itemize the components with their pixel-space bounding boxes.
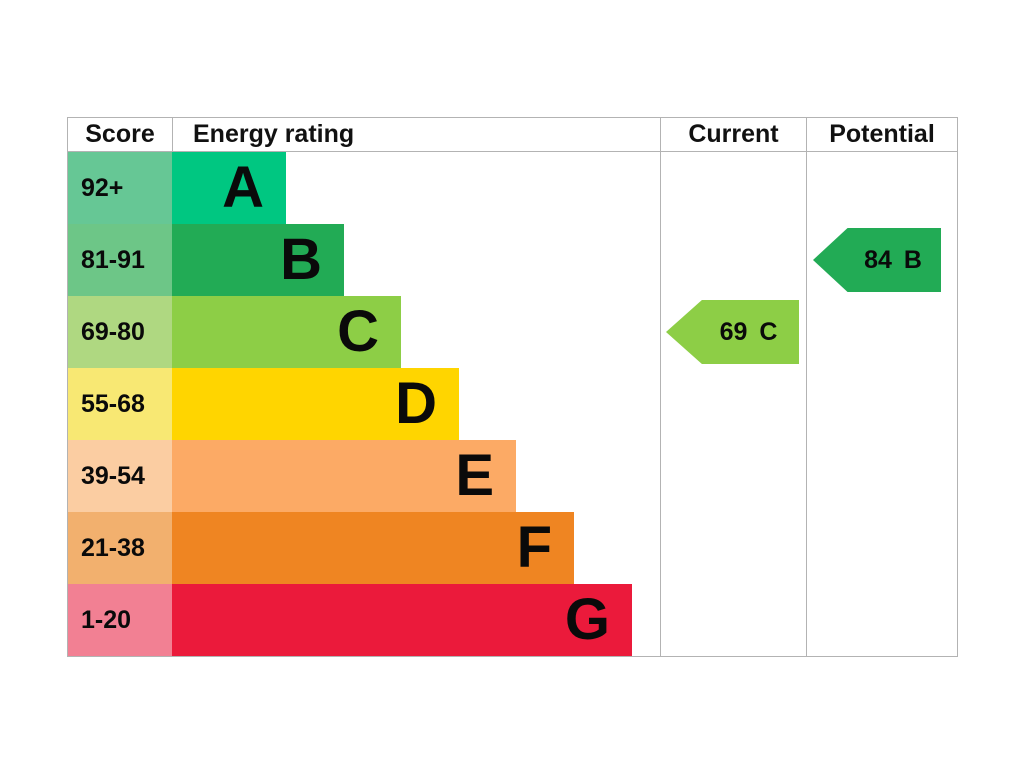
band-row-a: 92+ A [68, 152, 957, 224]
band-letter-c: C [337, 299, 379, 364]
band-letter-g: G [564, 587, 610, 652]
band-row-f: 21-38 F [68, 512, 957, 584]
band-letter-f: F [516, 515, 552, 580]
score-range-a: 92+ [68, 152, 172, 224]
potential-column [806, 152, 957, 656]
potential-column-header: Potential [806, 118, 957, 151]
band-row-e: 39-54 E [68, 440, 957, 512]
band-letter-d: D [395, 371, 437, 436]
score-range-b: 81-91 [68, 224, 172, 296]
band-row-g: 1-20 G [68, 584, 957, 656]
current-band: C [759, 317, 778, 346]
band-row-c: 69-80 C [68, 296, 957, 368]
band-letter-b: B [280, 227, 322, 292]
band-letter-e: E [455, 443, 494, 508]
score-range-c: 69-80 [68, 296, 172, 368]
score-range-e: 39-54 [68, 440, 172, 512]
band-bar-e: E [172, 440, 516, 512]
header-row: Score Energy rating Current Potential [68, 118, 957, 152]
potential-band: B [903, 245, 922, 274]
band-bar-g: G [172, 584, 632, 656]
band-bar-f: F [172, 512, 574, 584]
score-range-f: 21-38 [68, 512, 172, 584]
score-range-d: 55-68 [68, 368, 172, 440]
current-score: 69 [719, 317, 748, 346]
current-column-header: Current [660, 118, 806, 151]
band-letter-a: A [222, 155, 264, 220]
band-bar-c: C [172, 296, 401, 368]
band-row-b: 81-91 B [68, 224, 957, 296]
energy-rating-column-header: Energy rating [172, 118, 660, 151]
band-bar-b: B [172, 224, 344, 296]
current-column [660, 152, 806, 656]
score-range-g: 1-20 [68, 584, 172, 656]
band-bar-a: A [172, 152, 286, 224]
band-bar-d: D [172, 368, 459, 440]
potential-score: 84 [864, 245, 892, 274]
band-row-d: 55-68 D [68, 368, 957, 440]
score-column-header: Score [85, 120, 155, 148]
epc-rating-chart: Score Energy rating Current Potential 92… [67, 117, 958, 657]
